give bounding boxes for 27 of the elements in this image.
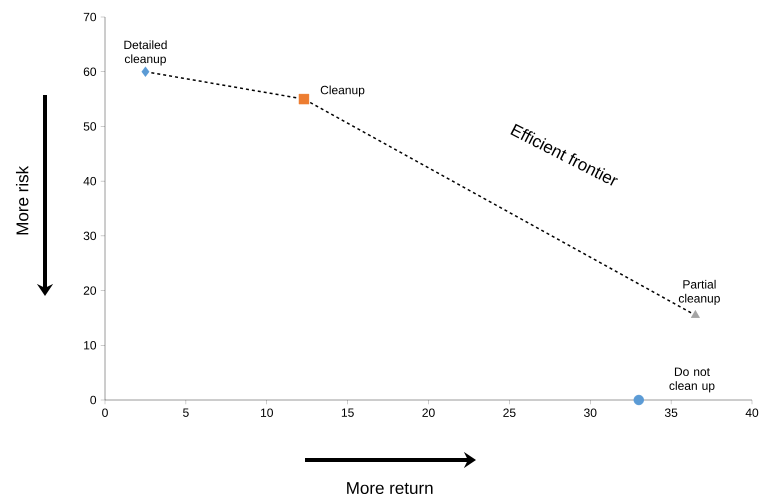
y-tick-label: 0 xyxy=(90,396,96,404)
y-tick-label: 30 xyxy=(84,232,96,240)
x-tick-label: 20 xyxy=(422,408,435,417)
y-tick-label: 20 xyxy=(84,286,96,295)
y-tick-label: 10 xyxy=(84,341,96,350)
y-axis-title: More risk xyxy=(16,166,28,234)
point xyxy=(690,310,700,318)
x-tick-label: 5 xyxy=(183,408,189,417)
x-tick-label: 0 xyxy=(102,408,108,417)
series-label: Partial cleanup xyxy=(678,280,720,305)
x-tick-label: 35 xyxy=(664,408,678,417)
y-tick-label: 70 xyxy=(84,12,96,22)
text: Do not clean up xyxy=(669,368,714,392)
x-tick-label: 15 xyxy=(342,408,354,417)
x-tick-label: 10 xyxy=(260,408,273,417)
x-tick-label: 30 xyxy=(584,408,596,417)
y-tick-label: 40 xyxy=(83,176,96,186)
x-tick-label: 25 xyxy=(503,408,516,417)
point xyxy=(141,66,150,77)
point xyxy=(298,94,310,104)
point xyxy=(634,394,644,406)
series-label: Cleanup xyxy=(320,85,364,97)
x-axis-title: More return xyxy=(347,482,432,494)
x-tick-label: 40 xyxy=(746,408,758,417)
y-tick-label: 60 xyxy=(84,67,96,76)
y-tick-label: 50 xyxy=(84,122,96,131)
series-label: Detailed cleanup xyxy=(124,40,167,66)
